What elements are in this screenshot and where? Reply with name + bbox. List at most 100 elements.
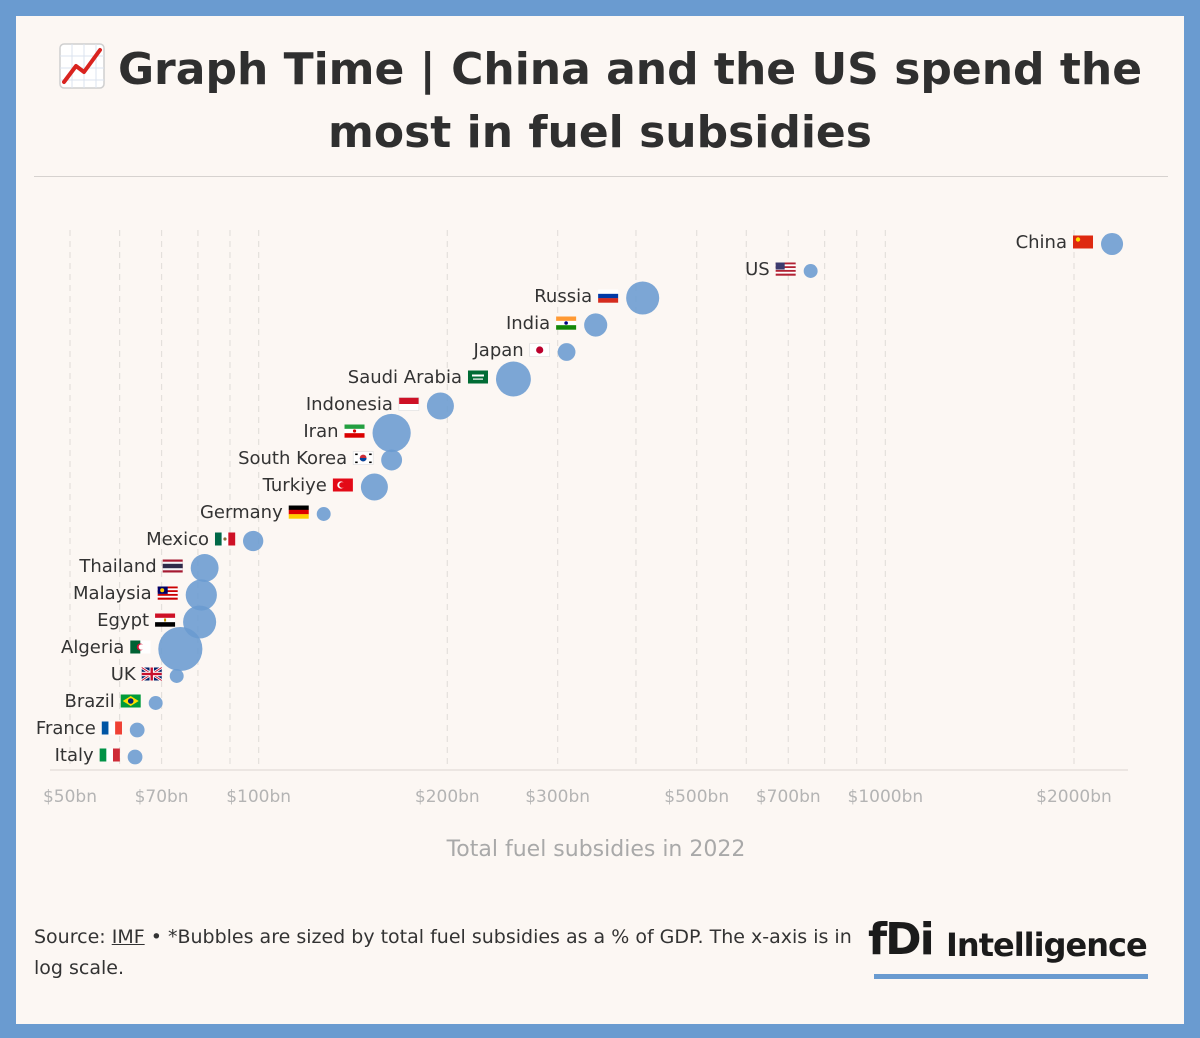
data-points: China US Russia India Japan Saudi Arabia Indon… — [36, 232, 1124, 766]
point-label: Russia — [534, 286, 592, 307]
flag-russia-icon — [598, 289, 619, 303]
source-rest: • *Bubbles are sized by total fuel subsi… — [34, 926, 852, 979]
data-point-saudi-arabia: Saudi Arabia — [348, 361, 531, 397]
bubble — [316, 507, 331, 521]
data-point-egypt: Egypt — [97, 605, 217, 639]
bubble — [381, 449, 403, 471]
bubble — [169, 669, 184, 683]
x-axis-title: Total fuel subsidies in 2022 — [446, 837, 746, 862]
flag-south-korea-icon — [352, 451, 374, 465]
logo-mark: fDi — [868, 914, 935, 965]
point-label: US — [745, 259, 770, 280]
point-label: Italy — [55, 745, 94, 766]
point-label: China — [1016, 232, 1067, 253]
title-text: Graph Time | China and the US spend the … — [117, 44, 1143, 158]
data-point-thailand: Thailand — [78, 554, 219, 582]
bubble — [372, 413, 411, 453]
flag-turkiye-icon — [332, 478, 353, 492]
bubble — [185, 579, 217, 611]
bubble-chart: $50bn $70bn $100bn $200bn $300bn $500bn $700bn… — [36, 230, 1128, 862]
data-point-mexico: Mexico — [146, 529, 264, 552]
data-point-italy: Italy — [55, 745, 143, 766]
x-tick-label: $100bn — [226, 787, 291, 807]
flag-india-icon — [556, 316, 577, 330]
bubble — [557, 343, 576, 361]
bubble — [1101, 232, 1124, 256]
title-divider — [34, 176, 1168, 177]
data-point-china: China — [1016, 232, 1124, 256]
bubble — [803, 264, 818, 278]
flag-germany-icon — [288, 505, 309, 519]
flag-egypt-icon — [155, 613, 176, 627]
flag-italy-icon — [99, 748, 120, 762]
x-tick-label: $1000bn — [848, 787, 924, 807]
bubble — [190, 554, 219, 582]
chart-increasing-icon — [59, 43, 105, 89]
point-label: Turkiye — [262, 475, 327, 496]
data-point-brazil: Brazil — [64, 691, 163, 712]
point-label: South Korea — [238, 448, 347, 469]
point-label: France — [36, 718, 96, 739]
point-label: Brazil — [64, 691, 114, 712]
point-label: Germany — [200, 502, 283, 523]
x-axis-ticks: $50bn $70bn $100bn $200bn $300bn $500bn $700bn… — [43, 787, 1112, 807]
bubble — [242, 530, 264, 552]
flag-iran-icon — [344, 424, 365, 438]
bubble — [626, 281, 660, 315]
flag-us-icon — [775, 262, 796, 276]
bubble — [426, 392, 454, 420]
flag-brazil-icon — [120, 694, 141, 708]
point-label: UK — [111, 664, 137, 685]
data-point-india: India — [506, 313, 608, 337]
point-label: Algeria — [61, 637, 124, 658]
flag-saudi-arabia-icon — [467, 370, 488, 384]
point-label: Mexico — [146, 529, 209, 550]
data-point-uk: UK — [111, 664, 184, 685]
x-tick-label: $2000bn — [1036, 787, 1112, 807]
grid-lines — [69, 230, 1075, 768]
data-point-us: US — [745, 259, 818, 280]
point-label: Egypt — [97, 610, 149, 631]
data-point-iran: Iran — [303, 413, 411, 453]
flag-thailand-icon — [162, 559, 183, 573]
data-point-turkiye: Turkiye — [262, 473, 388, 501]
bubble — [584, 313, 608, 337]
source-prefix: Source: — [34, 926, 106, 948]
page-title: Graph Time | China and the US spend the … — [16, 38, 1184, 164]
infographic-card: Graph Time | China and the US spend the … — [16, 16, 1184, 1024]
flag-uk-icon — [141, 666, 163, 682]
flag-algeria-icon — [130, 640, 151, 654]
point-label: India — [506, 313, 550, 334]
data-point-japan: Japan — [472, 340, 576, 361]
point-label: Japan — [472, 340, 523, 361]
fdi-intelligence-logo: fDi Intelligence — [868, 914, 1158, 982]
bubble — [158, 626, 203, 672]
flag-china-icon — [1073, 235, 1094, 249]
data-point-malaysia: Malaysia — [73, 579, 217, 611]
data-point-algeria: Algeria — [61, 626, 203, 672]
x-tick-label: $300bn — [525, 787, 590, 807]
x-tick-label: $50bn — [43, 787, 97, 807]
x-tick-label: $70bn — [135, 787, 189, 807]
point-label: Iran — [303, 421, 338, 442]
data-point-south-korea: South Korea — [238, 448, 403, 471]
x-tick-label: $700bn — [756, 787, 821, 807]
data-point-indonesia: Indonesia — [306, 392, 454, 420]
source-link[interactable]: IMF — [111, 926, 145, 948]
flag-mexico-icon — [214, 532, 236, 546]
point-label: Malaysia — [73, 583, 152, 604]
point-label: Saudi Arabia — [348, 367, 462, 388]
data-point-germany: Germany — [200, 502, 331, 523]
point-label: Thailand — [78, 556, 156, 577]
flag-indonesia-icon — [398, 397, 420, 411]
logo-underline — [874, 974, 1148, 979]
x-tick-label: $200bn — [415, 787, 480, 807]
bubble — [127, 749, 143, 765]
point-label: Indonesia — [306, 394, 393, 415]
data-point-france: France — [36, 718, 145, 739]
bubble — [495, 361, 531, 397]
bubble — [129, 722, 145, 738]
bubble — [360, 473, 388, 501]
x-tick-label: $500bn — [664, 787, 729, 807]
flag-japan-icon — [529, 343, 550, 357]
